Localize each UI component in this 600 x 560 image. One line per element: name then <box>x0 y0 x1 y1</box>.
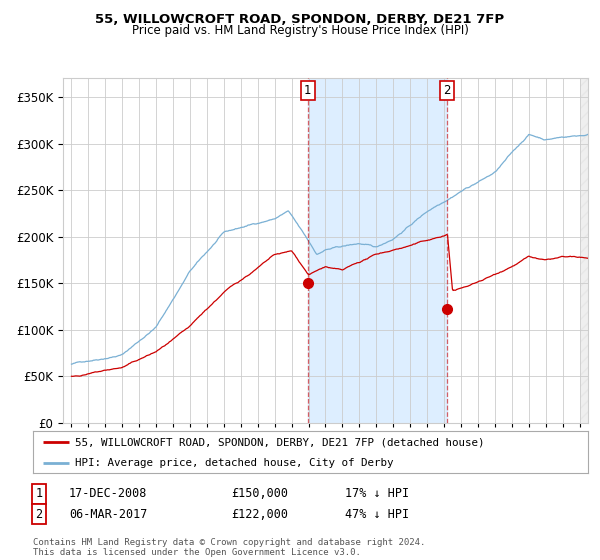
Text: £122,000: £122,000 <box>231 507 288 521</box>
Text: 55, WILLOWCROFT ROAD, SPONDON, DERBY, DE21 7FP: 55, WILLOWCROFT ROAD, SPONDON, DERBY, DE… <box>95 13 505 26</box>
Text: 1: 1 <box>304 84 311 97</box>
Text: £150,000: £150,000 <box>231 487 288 501</box>
Text: 55, WILLOWCROFT ROAD, SPONDON, DERBY, DE21 7FP (detached house): 55, WILLOWCROFT ROAD, SPONDON, DERBY, DE… <box>74 437 484 447</box>
Text: 47% ↓ HPI: 47% ↓ HPI <box>345 507 409 521</box>
Text: 2: 2 <box>35 507 43 521</box>
Text: HPI: Average price, detached house, City of Derby: HPI: Average price, detached house, City… <box>74 458 393 468</box>
Text: 2: 2 <box>443 84 451 97</box>
Text: Contains HM Land Registry data © Crown copyright and database right 2024.
This d: Contains HM Land Registry data © Crown c… <box>33 538 425 557</box>
Text: 17-DEC-2008: 17-DEC-2008 <box>69 487 148 501</box>
Text: 17% ↓ HPI: 17% ↓ HPI <box>345 487 409 501</box>
Bar <box>580 78 588 423</box>
Text: Price paid vs. HM Land Registry's House Price Index (HPI): Price paid vs. HM Land Registry's House … <box>131 24 469 38</box>
Text: 06-MAR-2017: 06-MAR-2017 <box>69 507 148 521</box>
Bar <box>308 78 447 423</box>
Text: 1: 1 <box>35 487 43 501</box>
